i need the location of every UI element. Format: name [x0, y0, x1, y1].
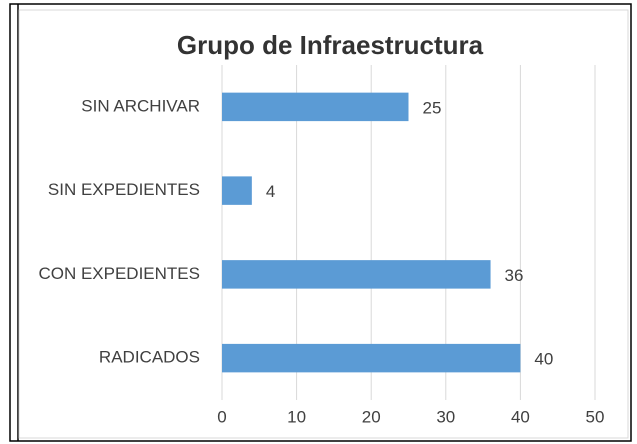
- chart-area: [18, 9, 629, 439]
- y-tick-label: RADICADOS: [99, 348, 200, 367]
- x-tick-label: 20: [362, 407, 381, 426]
- data-label: 36: [505, 266, 524, 285]
- x-tick-label: 30: [436, 407, 455, 426]
- chart-title: Grupo de Infraestructura: [177, 30, 484, 60]
- bar: [222, 260, 491, 289]
- x-tick-label: 40: [511, 407, 530, 426]
- x-tick-label: 10: [287, 407, 306, 426]
- data-label: 40: [534, 350, 553, 369]
- bar: [222, 92, 409, 122]
- data-label: 25: [423, 98, 442, 117]
- outer-border: [9, 3, 632, 442]
- x-tick-label: 50: [586, 407, 605, 426]
- bar: [222, 343, 521, 373]
- y-tick-label: CON EXPEDIENTES: [38, 264, 200, 283]
- bar: [222, 176, 252, 205]
- x-tick-label: 0: [217, 407, 226, 426]
- data-label: 4: [266, 182, 275, 201]
- y-tick-label: SIN EXPEDIENTES: [48, 180, 200, 199]
- y-tick-label: SIN ARCHIVAR: [81, 96, 200, 115]
